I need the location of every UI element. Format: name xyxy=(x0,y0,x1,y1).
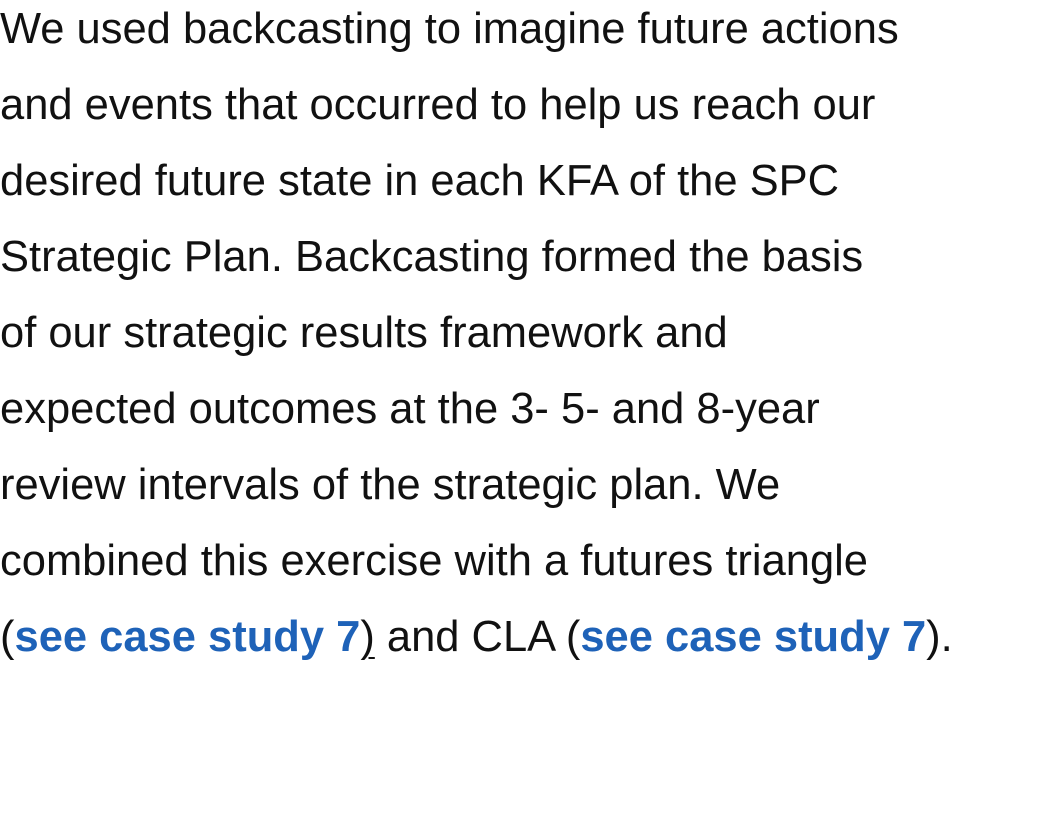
paragraph-line: desired future state in each KFA of the … xyxy=(0,157,840,205)
paragraph-line: We used backcasting to imagine future ac… xyxy=(0,5,899,53)
and-cla-text: and CLA ( xyxy=(374,613,581,661)
close-paren: ) xyxy=(360,613,375,661)
paragraph-line: expected outcomes at the 3- 5- and 8-yea… xyxy=(0,385,820,433)
document-content: We used backcasting to imagine future ac… xyxy=(0,5,1050,675)
paragraph-line: Strategic Plan. Backcasting formed the b… xyxy=(0,233,864,281)
paragraph-line: review intervals of the strategic plan. … xyxy=(0,461,781,509)
case-study-link-1[interactable]: see case study 7 xyxy=(14,613,361,661)
paragraph-line: of our strategic results framework and xyxy=(0,309,728,357)
open-paren: ( xyxy=(0,613,15,661)
case-study-link-2[interactable]: see case study 7 xyxy=(580,613,927,661)
closing-text: ). xyxy=(926,613,953,661)
paragraph-line: combined this exercise with a futures tr… xyxy=(0,537,869,585)
paragraph-last-line: (see case study 7) and CLA (see case stu… xyxy=(0,599,1050,675)
body-paragraph: We used backcasting to imagine future ac… xyxy=(0,5,1050,675)
paragraph-line: and events that occurred to help us reac… xyxy=(0,81,876,129)
